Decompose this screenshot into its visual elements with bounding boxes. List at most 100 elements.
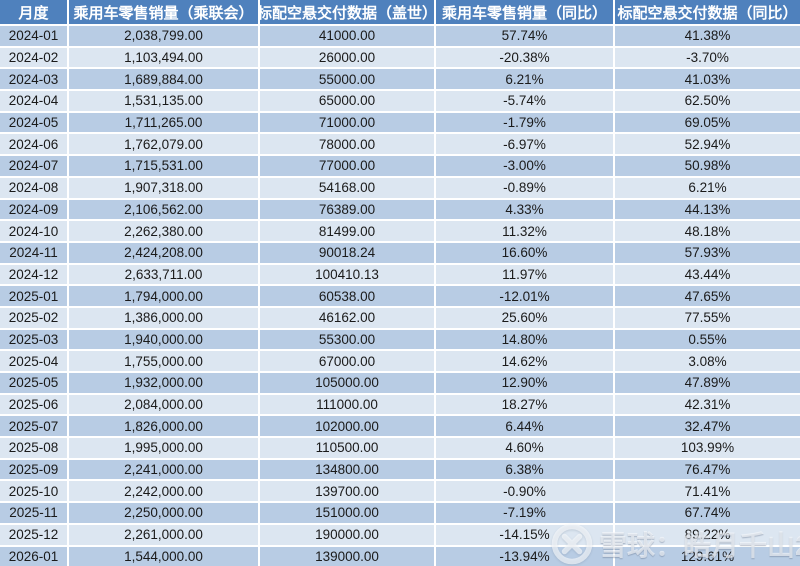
cell-air-suspension-yoy: 77.55% [615, 307, 800, 328]
cell-retail-sales-yoy: 18.27% [436, 394, 615, 415]
cell-retail-sales: 2,250,000.00 [69, 503, 260, 523]
cell-air-suspension: 110500.00 [260, 438, 436, 458]
cell-air-suspension: 67000.00 [260, 351, 436, 371]
cell-month: 2024-10 [0, 221, 69, 241]
cell-air-suspension-yoy: 3.08% [615, 351, 800, 371]
cell-retail-sales-yoy: -12.01% [436, 286, 615, 306]
cell-retail-sales: 1,711,265.00 [69, 112, 260, 133]
cell-retail-sales: 1,932,000.00 [69, 373, 260, 393]
cell-air-suspension: 77000.00 [260, 156, 436, 176]
cell-month: 2024-02 [0, 47, 69, 68]
cell-air-suspension-yoy: 6.21% [615, 177, 800, 198]
cell-air-suspension: 55300.00 [260, 329, 436, 350]
cell-retail-sales-yoy: -7.19% [436, 503, 615, 523]
cell-air-suspension: 26000.00 [260, 47, 436, 68]
cell-month: 2024-01 [0, 26, 69, 46]
cell-air-suspension-yoy: 69.05% [615, 112, 800, 133]
cell-month: 2025-06 [0, 394, 69, 415]
cell-month: 2024-06 [0, 134, 69, 155]
cell-retail-sales-yoy: -20.38% [436, 47, 615, 68]
cell-retail-sales: 1,689,884.00 [69, 69, 260, 90]
cell-air-suspension-yoy: 52.94% [615, 134, 800, 155]
table-row: 2025-10 2,242,000.00 139700.00 -0.90% 71… [0, 479, 800, 502]
cell-retail-sales-yoy: -0.90% [436, 481, 615, 502]
cell-air-suspension-yoy: 76.47% [615, 459, 800, 480]
cell-month: 2025-03 [0, 329, 69, 350]
table-row: 2025-08 1,995,000.00 110500.00 4.60% 103… [0, 436, 800, 458]
cell-retail-sales-yoy: 12.90% [436, 373, 615, 393]
header-month: 月度 [0, 0, 69, 24]
cell-retail-sales-yoy: -13.94% [436, 546, 615, 566]
cell-air-suspension-yoy: 48.18% [615, 221, 800, 241]
cell-retail-sales: 1,531,135.00 [69, 91, 260, 111]
table-row: 2025-11 2,250,000.00 151000.00 -7.19% 67… [0, 501, 800, 523]
cell-month: 2025-02 [0, 307, 69, 328]
cell-retail-sales: 1,755,000.00 [69, 351, 260, 371]
cell-air-suspension: 100410.13 [260, 264, 436, 285]
table-row: 2024-12 2,633,711.00 100410.13 11.97% 43… [0, 262, 800, 285]
table-row: 2024-07 1,715,531.00 77000.00 -3.00% 50.… [0, 154, 800, 176]
cell-air-suspension-yoy: 42.31% [615, 394, 800, 415]
table-row: 2024-01 2,038,799.00 41000.00 57.74% 41.… [0, 24, 800, 46]
cell-month: 2024-12 [0, 264, 69, 285]
cell-retail-sales: 2,242,000.00 [69, 481, 260, 502]
cell-retail-sales-yoy: 25.60% [436, 307, 615, 328]
cell-retail-sales: 1,544,000.00 [69, 546, 260, 566]
cell-air-suspension: 41000.00 [260, 26, 436, 46]
table-row: 2025-05 1,932,000.00 105000.00 12.90% 47… [0, 371, 800, 393]
cell-month: 2025-01 [0, 286, 69, 306]
header-retail-sales: 乘用车零售销量（乘联会） [69, 0, 260, 24]
cell-retail-sales: 2,241,000.00 [69, 459, 260, 480]
cell-retail-sales-yoy: 14.62% [436, 351, 615, 371]
table-row: 2025-06 2,084,000.00 111000.00 18.27% 42… [0, 392, 800, 415]
table-row: 2024-09 2,106,562.00 76389.00 4.33% 44.1… [0, 197, 800, 220]
cell-retail-sales-yoy: -3.00% [436, 156, 615, 176]
cell-month: 2026-01 [0, 546, 69, 566]
cell-air-suspension: 102000.00 [260, 416, 436, 437]
cell-air-suspension-yoy: 41.38% [615, 26, 800, 46]
cell-month: 2025-12 [0, 524, 69, 545]
cell-air-suspension: 46162.00 [260, 307, 436, 328]
cell-air-suspension: 105000.00 [260, 373, 436, 393]
cell-retail-sales: 1,715,531.00 [69, 156, 260, 176]
cell-month: 2025-05 [0, 373, 69, 393]
table-row: 2025-09 2,241,000.00 134800.00 6.38% 76.… [0, 457, 800, 480]
cell-air-suspension-yoy: 43.44% [615, 264, 800, 285]
cell-air-suspension-yoy: 47.65% [615, 286, 800, 306]
cell-month: 2024-07 [0, 156, 69, 176]
cell-month: 2025-08 [0, 438, 69, 458]
cell-air-suspension: 60538.00 [260, 286, 436, 306]
cell-retail-sales: 1,762,079.00 [69, 134, 260, 155]
cell-retail-sales-yoy: 6.44% [436, 416, 615, 437]
cell-air-suspension: 76389.00 [260, 199, 436, 220]
cell-month: 2024-05 [0, 112, 69, 133]
cell-retail-sales-yoy: -6.97% [436, 134, 615, 155]
cell-air-suspension: 190000.00 [260, 524, 436, 545]
table-header-row: 月度 乘用车零售销量（乘联会） 标配空悬交付数据（盖世） 乘用车零售销量（同比）… [0, 0, 800, 24]
cell-retail-sales: 2,084,000.00 [69, 394, 260, 415]
cell-retail-sales: 2,106,562.00 [69, 199, 260, 220]
cell-retail-sales: 1,940,000.00 [69, 329, 260, 350]
cell-air-suspension: 55000.00 [260, 69, 436, 90]
cell-air-suspension: 139000.00 [260, 546, 436, 566]
cell-air-suspension: 134800.00 [260, 459, 436, 480]
cell-retail-sales: 1,995,000.00 [69, 438, 260, 458]
cell-air-suspension: 71000.00 [260, 112, 436, 133]
table-row: 2024-08 1,907,318.00 54168.00 -0.89% 6.2… [0, 175, 800, 198]
table-body: 2024-01 2,038,799.00 41000.00 57.74% 41.… [0, 24, 800, 566]
cell-air-suspension-yoy: 32.47% [615, 416, 800, 437]
header-retail-sales-yoy: 乘用车零售销量（同比） [436, 0, 615, 24]
cell-air-suspension-yoy: 57.93% [615, 242, 800, 263]
table-row: 2025-04 1,755,000.00 67000.00 14.62% 3.0… [0, 349, 800, 371]
cell-air-suspension-yoy: 41.03% [615, 69, 800, 90]
cell-air-suspension: 139700.00 [260, 481, 436, 502]
table-row: 2024-03 1,689,884.00 55000.00 6.21% 41.0… [0, 67, 800, 90]
cell-air-suspension: 111000.00 [260, 394, 436, 415]
cell-retail-sales-yoy: 14.80% [436, 329, 615, 350]
table-row: 2025-02 1,386,000.00 46162.00 25.60% 77.… [0, 305, 800, 328]
header-air-suspension: 标配空悬交付数据（盖世） [260, 0, 436, 24]
cell-retail-sales-yoy: -5.74% [436, 91, 615, 111]
cell-month: 2025-10 [0, 481, 69, 502]
cell-air-suspension-yoy: 103.99% [615, 438, 800, 458]
